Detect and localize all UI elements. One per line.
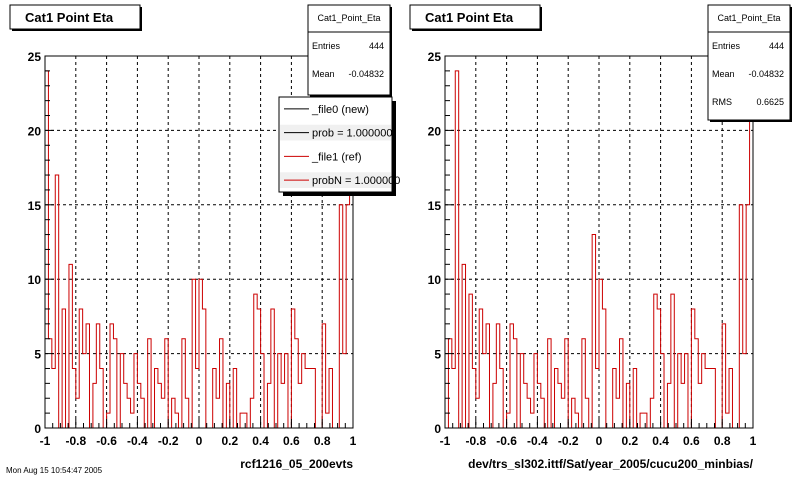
chart-panel-1: -1 -0.8 -0.6 -0.4 -0.2 0 0.2 0.4 0.6 0.8 105101520… <box>9 4 400 471</box>
legend-entry-label: probN = 1.000000 <box>312 175 400 187</box>
stats-box <box>707 4 791 121</box>
title-box <box>9 4 141 30</box>
y-tick-label: 20 <box>428 124 442 138</box>
x-tick-label: 0.8 <box>314 434 331 448</box>
stats-box <box>307 4 391 96</box>
x-tick-label: 0.6 <box>683 434 700 448</box>
x-tick-label: 1 <box>750 434 757 448</box>
x-tick-label: 1 <box>350 434 357 448</box>
title-box <box>409 4 541 30</box>
legend-entry-label: _file0 (new) <box>311 104 369 116</box>
stats-label: Mean <box>712 69 735 79</box>
x-tick-label: -1 <box>440 434 451 448</box>
x-tick-label: -0.4 <box>527 434 548 448</box>
x-tick-label: -0.2 <box>558 434 579 448</box>
stats-label: Mean <box>312 69 335 79</box>
x-tick-label: -0.8 <box>465 434 486 448</box>
x-tick-label: 0 <box>196 434 203 448</box>
x-tick-label: -0.6 <box>96 434 117 448</box>
y-tick-label: 15 <box>28 199 42 213</box>
stats-value: 0.6625 <box>756 97 784 107</box>
stats-title: Cat1_Point_Eta <box>717 13 780 23</box>
x-tick-label: 0.2 <box>221 434 238 448</box>
y-tick-label: 0 <box>34 422 41 436</box>
x-tick-label: 0.4 <box>652 434 669 448</box>
histogram-series-ref <box>445 70 754 429</box>
x-tick-label: -0.4 <box>127 434 148 448</box>
stats-value: 444 <box>369 41 384 51</box>
y-tick-label: 0 <box>434 422 441 436</box>
y-tick-label: 25 <box>28 50 42 64</box>
x-tick-label: -1 <box>40 434 51 448</box>
x-tick-label: 0 <box>596 434 603 448</box>
x-axis-label: dev/trs_sl302.ittf/Sat/year_2005/cucu200… <box>468 457 753 471</box>
x-tick-label: 0.2 <box>621 434 638 448</box>
y-tick-label: 20 <box>28 124 42 138</box>
x-tick-label: 0.4 <box>252 434 269 448</box>
y-tick-label: 5 <box>34 348 41 362</box>
stats-title: Cat1_Point_Eta <box>317 13 380 23</box>
footer-timestamp: Mon Aug 15 10:54:47 2005 <box>6 466 103 475</box>
stats-label: Entries <box>712 41 741 51</box>
legend-entry-label: _file1 (ref) <box>311 151 362 163</box>
legend-row-bg <box>280 172 391 188</box>
x-tick-label: 0.6 <box>283 434 300 448</box>
x-tick-label: -0.6 <box>496 434 517 448</box>
x-tick-label: 0.8 <box>714 434 731 448</box>
x-tick-label: -0.2 <box>158 434 179 448</box>
stats-value: -0.04832 <box>348 69 384 79</box>
y-tick-label: 5 <box>434 348 441 362</box>
y-tick-label: 10 <box>428 273 442 287</box>
stats-value: -0.04832 <box>748 69 784 79</box>
x-tick-label: -0.8 <box>65 434 86 448</box>
legend-entry-label: prob = 1.000000 <box>312 128 392 140</box>
chart-panel-2: -1 -0.8 -0.6 -0.4 -0.2 0 0.2 0.4 0.6 0.8 105101520… <box>409 4 792 471</box>
legend-row-bg <box>280 124 391 141</box>
stats-label: Entries <box>312 41 341 51</box>
y-tick-label: 15 <box>428 199 442 213</box>
y-tick-label: 25 <box>428 50 442 64</box>
histogram-series-ref <box>44 70 354 429</box>
chart-title: Cat1 Point Eta <box>425 10 514 25</box>
stats-value: 444 <box>769 41 784 51</box>
stats-label: RMS <box>712 97 732 107</box>
y-tick-label: 10 <box>28 273 42 287</box>
x-axis-label: rcf1216_05_200evts <box>240 457 353 471</box>
chart-title: Cat1 Point Eta <box>25 10 114 25</box>
